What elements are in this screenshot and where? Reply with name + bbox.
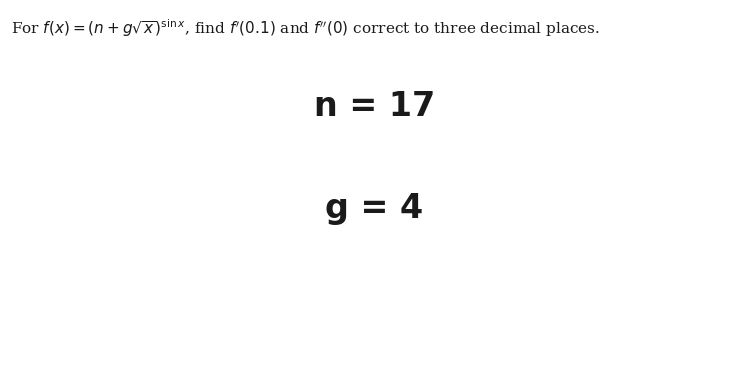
Text: For $f(x)=(n+g\sqrt{x})^{\sin x}$, find $f^{\prime}(0.1)$ and $f^{\prime\prime}(: For $f(x)=(n+g\sqrt{x})^{\sin x}$, find … [11,17,600,39]
Text: Use Finite Difference: Use Finite Difference [144,251,605,289]
Text: Central differences: Central differences [165,313,584,350]
Text: g = 4: g = 4 [325,192,424,225]
Text: n = 17: n = 17 [314,90,435,122]
